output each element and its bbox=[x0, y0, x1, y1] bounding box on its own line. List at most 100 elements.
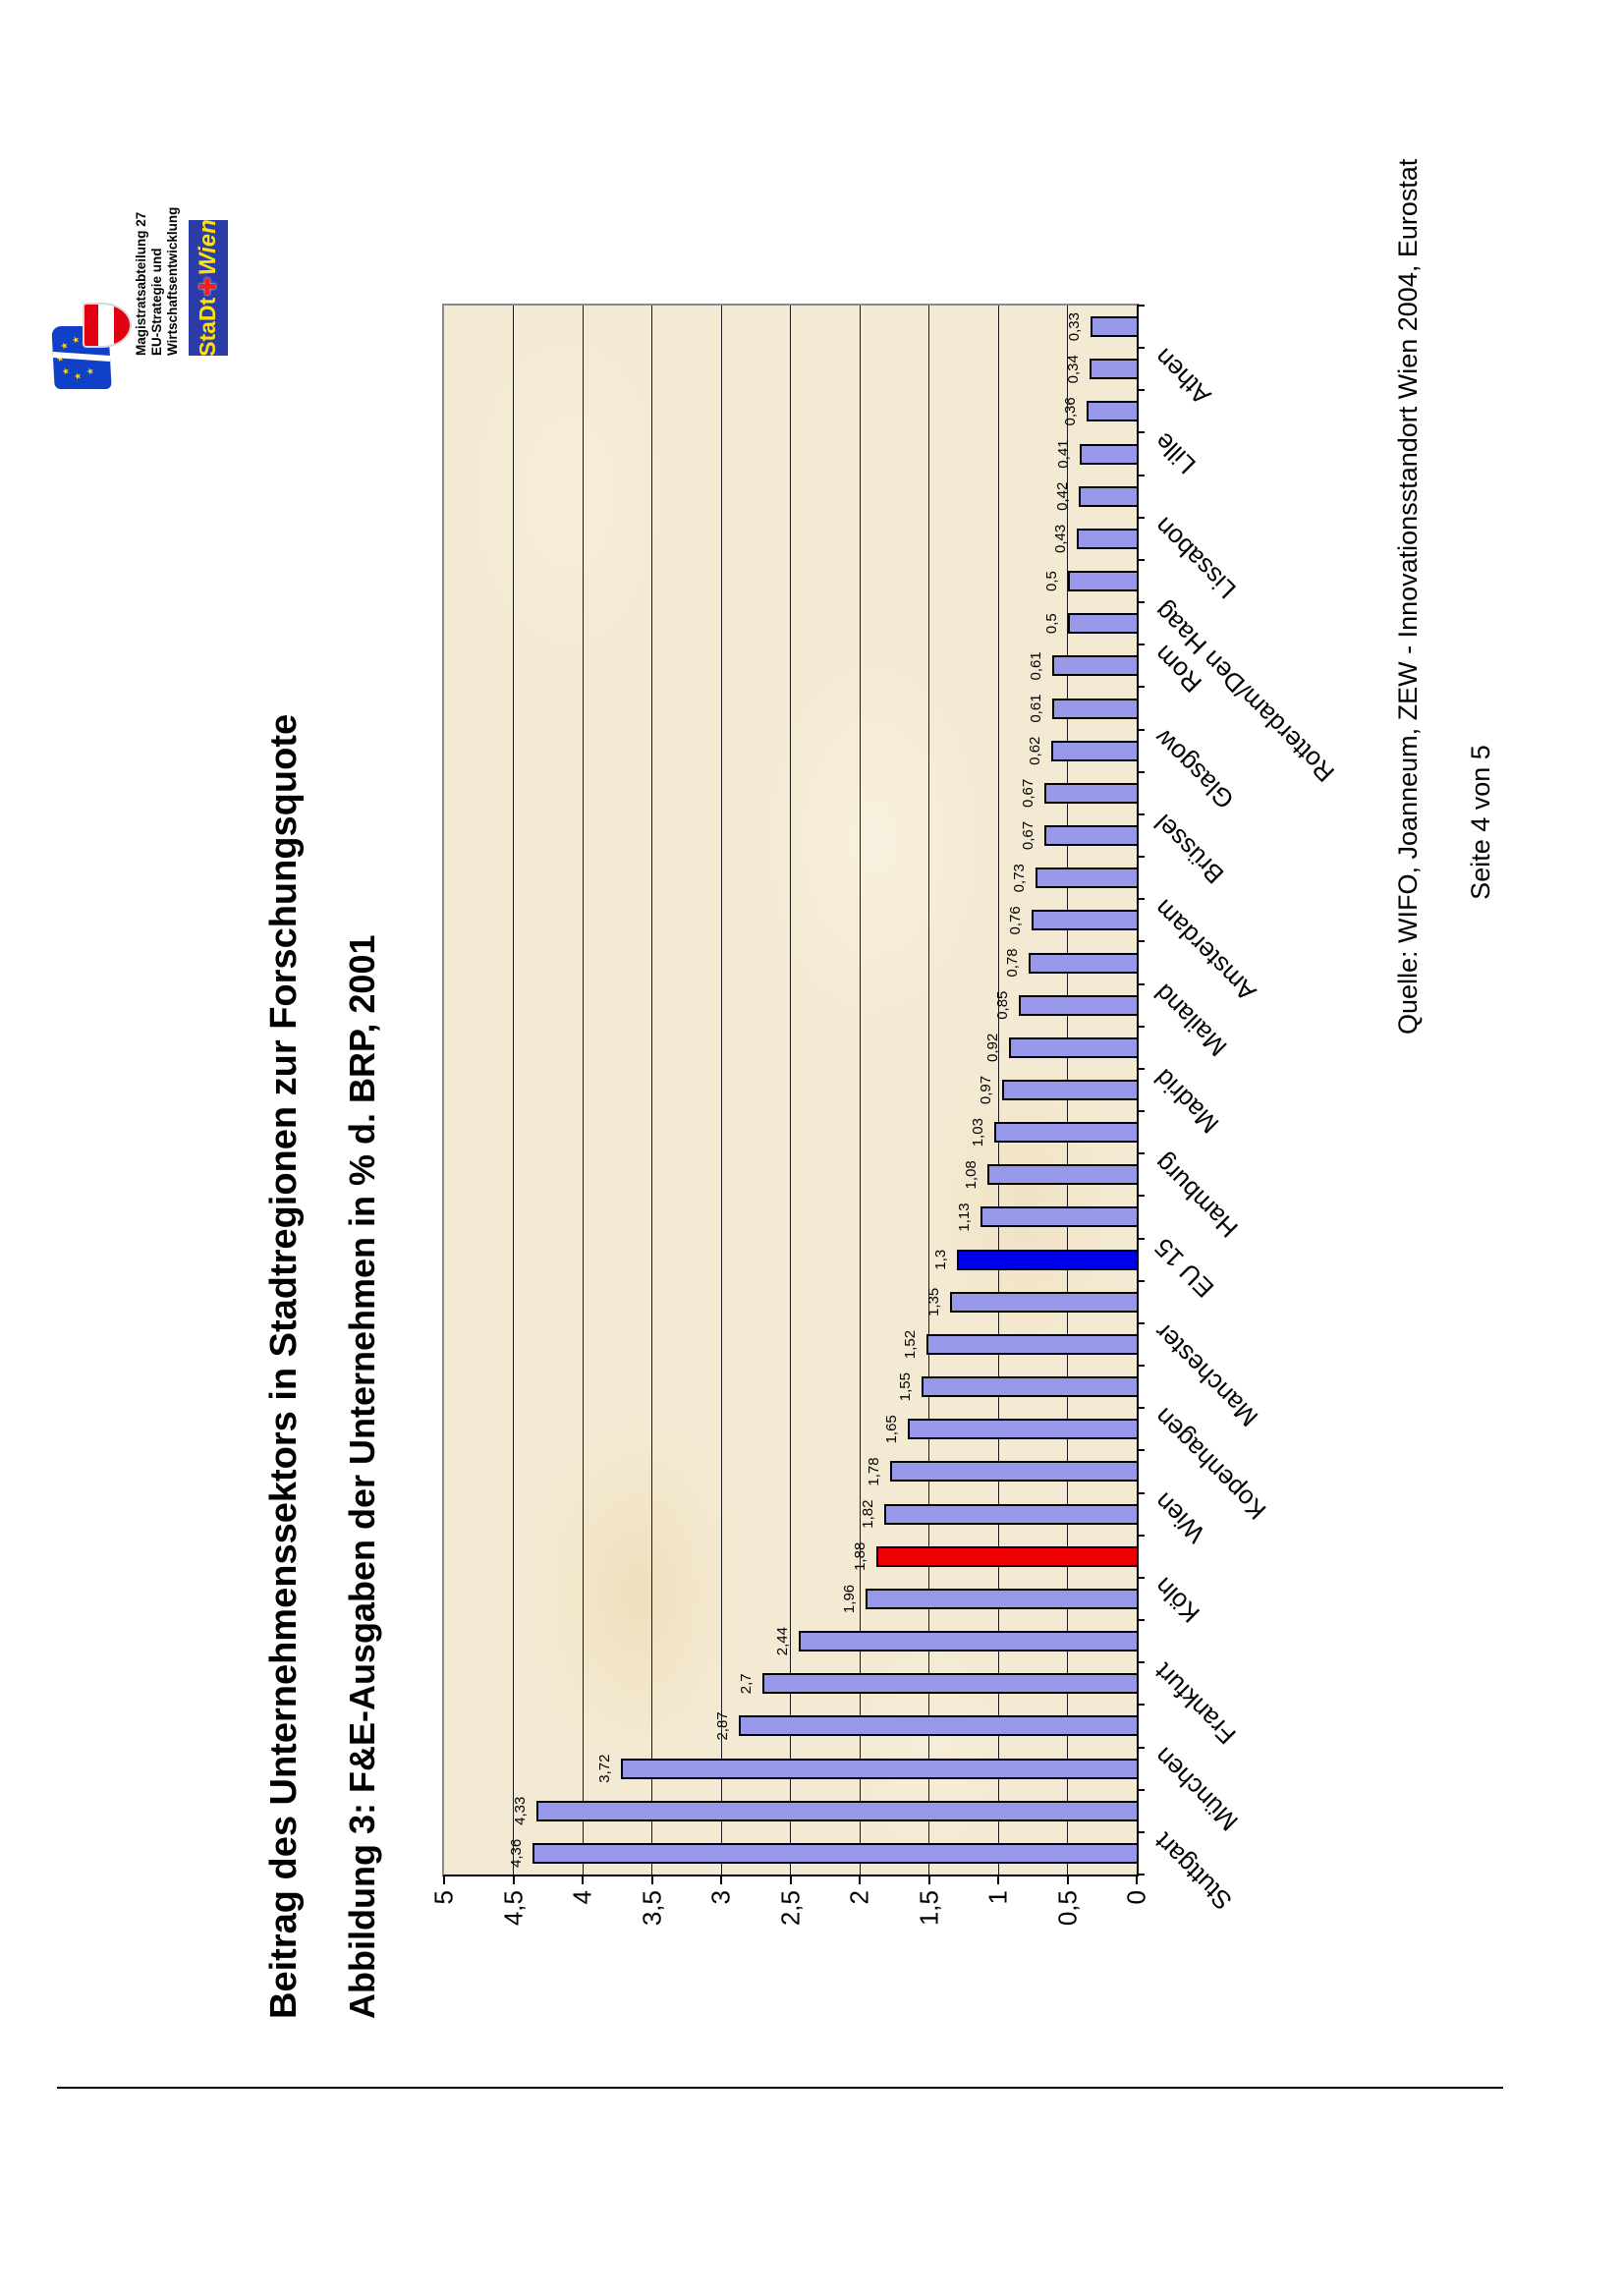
value-axis-tick bbox=[789, 1876, 792, 1884]
value-axis-tick bbox=[720, 1876, 722, 1884]
bar-eu-15 bbox=[956, 1249, 1137, 1270]
category-label: Stuttgart bbox=[1148, 1826, 1238, 1916]
category-axis-tick bbox=[1137, 1365, 1145, 1368]
bar-unlabeled bbox=[1052, 698, 1137, 719]
category-axis-tick bbox=[1137, 1619, 1145, 1622]
bar-rom bbox=[1052, 655, 1137, 677]
category-axis-tick bbox=[1137, 1067, 1145, 1070]
category-axis-tick bbox=[1137, 516, 1145, 519]
category-axis-tick bbox=[1137, 558, 1145, 561]
value-axis-label: 1 bbox=[982, 1890, 1013, 1905]
bar-unlabeled bbox=[993, 1122, 1137, 1144]
value-axis-label: 4 bbox=[567, 1890, 597, 1905]
value-axis-tick bbox=[1136, 1876, 1138, 1884]
source-note: Quelle: WIFO, Joanneum, ZEW - Innovation… bbox=[1393, 158, 1423, 1035]
category-axis-tick bbox=[1137, 1407, 1145, 1410]
plot-area: 0 0,5 1 1,5 2 2,5 3 3,5 4 4,5 5 4,36 Stuttgart 4,33 3,… bbox=[429, 304, 1340, 1926]
bar-unlabeled bbox=[739, 1715, 1137, 1737]
bar-kopenhagen bbox=[908, 1419, 1137, 1440]
bar-value-label: 0,61 bbox=[1028, 651, 1044, 681]
value-axis-label: 0,5 bbox=[1052, 1890, 1082, 1927]
dept-line: Wirtschaftsentwicklung bbox=[164, 206, 180, 356]
bar-unlabeled bbox=[536, 1800, 1137, 1821]
category-axis-tick bbox=[1137, 1534, 1145, 1537]
category-axis-tick bbox=[1137, 1195, 1145, 1198]
category-axis-tick bbox=[1137, 1788, 1145, 1791]
value-gridline bbox=[513, 306, 514, 1875]
eu-star-icon: ★ bbox=[84, 366, 95, 375]
bar-value-label: 3,72 bbox=[596, 1754, 614, 1783]
category-axis-tick bbox=[1137, 347, 1145, 350]
value-axis-tick bbox=[650, 1876, 653, 1884]
value-axis-label: 3,5 bbox=[637, 1890, 666, 1927]
bar-value-label: 1,3 bbox=[931, 1249, 949, 1270]
bar-frankfurt bbox=[762, 1673, 1137, 1695]
red-cross-icon: ✚ bbox=[195, 277, 220, 296]
value-axis-tick bbox=[1066, 1876, 1069, 1884]
bar-rotterdam-den-haag bbox=[1067, 613, 1137, 635]
category-axis-tick bbox=[1137, 1237, 1145, 1240]
category-axis-tick bbox=[1137, 982, 1145, 985]
value-axis-label: 4,5 bbox=[498, 1890, 528, 1927]
stadt-wien-logo-block: ★ ★ ★ ★ ★ ★ ★ ★ Magistratsabteilung 27 E bbox=[49, 206, 228, 389]
bar-k-ln bbox=[865, 1588, 1137, 1609]
category-label: Brüssel bbox=[1148, 809, 1230, 890]
bar-glasgow bbox=[1050, 740, 1137, 761]
bar-value-label: 2,7 bbox=[738, 1673, 756, 1695]
category-axis-tick bbox=[1137, 601, 1145, 604]
category-label: Köln bbox=[1148, 1572, 1206, 1630]
bar-unlabeled bbox=[1087, 401, 1137, 422]
bar-unlabeled bbox=[1067, 571, 1137, 592]
value-gridline bbox=[720, 306, 722, 1875]
bar-athen bbox=[1090, 359, 1137, 380]
bar-value-label: 1,78 bbox=[866, 1457, 883, 1486]
rotated-landscape-content: Beitrag des Unternehmenssektors in Stadt… bbox=[39, 158, 1513, 2043]
bar-unlabeled bbox=[1009, 1036, 1137, 1058]
category-axis-tick bbox=[1137, 1449, 1145, 1452]
category-axis-tick bbox=[1137, 1576, 1145, 1579]
value-axis-tick bbox=[927, 1876, 930, 1884]
bar-amsterdam bbox=[1031, 910, 1137, 931]
bar-m-nchen bbox=[621, 1758, 1137, 1779]
brand-stadt: StaDt bbox=[195, 297, 221, 357]
category-axis-tick bbox=[1137, 1025, 1145, 1028]
category-axis-tick bbox=[1137, 728, 1145, 731]
eu-austria-emblem: ★ ★ ★ ★ ★ ★ ★ ★ bbox=[49, 271, 132, 389]
category-label: Wien bbox=[1148, 1486, 1211, 1550]
bar-unlabeled bbox=[949, 1291, 1137, 1313]
bar-unlabeled bbox=[798, 1631, 1137, 1652]
category-axis-tick bbox=[1137, 1661, 1145, 1664]
category-label: Athen bbox=[1148, 342, 1217, 411]
value-gridline bbox=[651, 306, 652, 1875]
bar-unlabeled bbox=[890, 1461, 1137, 1483]
bar-unlabeled bbox=[1043, 782, 1137, 804]
bar-mailand bbox=[1019, 994, 1137, 1016]
category-axis-tick bbox=[1137, 431, 1145, 434]
category-axis-tick bbox=[1137, 305, 1145, 307]
category-axis-tick bbox=[1137, 940, 1145, 943]
category-label: Madrid bbox=[1148, 1063, 1225, 1140]
category-axis-tick bbox=[1137, 1110, 1145, 1113]
category-label: Glasgow bbox=[1148, 723, 1240, 815]
page-number: Seite 4 von 5 bbox=[1466, 745, 1495, 900]
brand-wien: Wien bbox=[194, 219, 221, 276]
value-axis-label: 0 bbox=[1121, 1890, 1151, 1905]
category-axis-tick bbox=[1137, 1874, 1145, 1875]
value-axis-tick bbox=[997, 1876, 999, 1884]
bar-unlabeled bbox=[980, 1206, 1137, 1228]
category-axis-tick bbox=[1137, 1746, 1145, 1749]
category-axis-tick bbox=[1137, 770, 1145, 773]
category-label: Frankfurt bbox=[1148, 1656, 1242, 1751]
bar-stuttgart bbox=[532, 1842, 1137, 1864]
bar-manchester bbox=[925, 1333, 1137, 1355]
figure-title: Abbildung 3: F&E-Ausgaben der Unternehme… bbox=[342, 934, 382, 2019]
category-axis-tick bbox=[1137, 389, 1145, 392]
category-axis-tick bbox=[1137, 898, 1145, 901]
department-text: Magistratsabteilung 27 EU-Strategie und … bbox=[134, 206, 181, 356]
bar-value-label: 1,52 bbox=[901, 1329, 919, 1360]
bar-hamburg bbox=[986, 1164, 1137, 1186]
category-axis-tick bbox=[1137, 1830, 1145, 1833]
value-gridline bbox=[582, 306, 584, 1875]
bar-br-ssel bbox=[1043, 825, 1137, 847]
